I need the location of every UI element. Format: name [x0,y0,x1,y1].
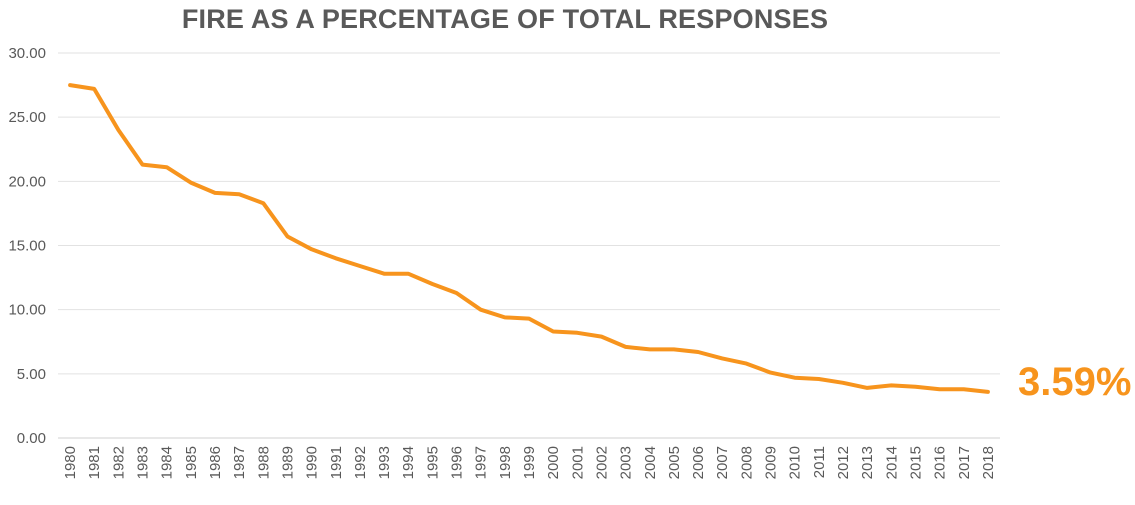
y-tick-label: 30.00 [8,45,46,62]
x-tick-label: 2012 [835,446,852,479]
x-tick-label: 1983 [135,446,152,479]
x-tick-label: 1982 [110,446,127,479]
x-tick-label: 2015 [907,446,924,479]
x-tick-label: 2004 [642,446,659,479]
y-tick-label: 15.00 [8,238,46,255]
x-tick-label: 2011 [811,446,828,478]
x-tick-label: 1992 [352,446,369,479]
x-tick-label: 2007 [714,446,731,479]
last-value-callout: 3.59% [1018,360,1132,404]
chart-title: FIRE AS A PERCENTAGE OF TOTAL RESPONSES [181,4,829,34]
y-tick-label: 25.00 [8,109,46,126]
x-tick-label: 1999 [521,446,538,479]
y-tick-label: 10.00 [8,302,46,319]
x-tick-label: 2002 [593,446,610,479]
x-tick-label: 2018 [980,446,997,479]
x-tick-label: 2016 [932,446,949,479]
x-tick-label: 1993 [376,446,393,479]
x-tick-label: 2000 [545,446,562,479]
x-tick-label: 2005 [666,446,683,479]
x-tick-label: 1986 [207,446,224,479]
x-tick-label: 1990 [304,446,321,479]
x-tick-label: 2006 [690,446,707,479]
y-axis-ticks: 0.00 5.00 10.00 15.00 20.00 25.00 30.00 [8,45,46,447]
y-tick-label: 5.00 [17,366,46,383]
x-tick-label: 1995 [424,446,441,479]
x-tick-label: 1980 [62,446,79,479]
x-tick-label: 1996 [449,446,466,479]
x-tick-label: 1998 [497,446,514,479]
x-tick-label: 1997 [473,446,490,479]
x-tick-label: 1988 [255,446,272,479]
x-axis-ticks: 1980 1981 1982 1983 1984 1985 1986 1987 1988 1989… [62,446,997,479]
x-tick-label: 1981 [86,446,103,479]
x-tick-label: 2001 [569,446,586,479]
x-tick-label: 2008 [738,446,755,479]
x-tick-label: 1985 [183,446,200,479]
x-tick-label: 2014 [883,446,900,479]
y-tick-label: 20.00 [8,173,46,190]
gridlines [58,52,1000,439]
x-tick-label: 1989 [279,446,296,479]
x-tick-label: 1994 [400,446,417,479]
x-tick-label: 2009 [763,446,780,479]
y-tick-label: 0.00 [17,430,46,447]
x-tick-label: 2010 [787,446,804,479]
x-tick-label: 1984 [159,446,176,479]
x-tick-label: 2013 [859,446,876,479]
x-tick-label: 2003 [618,446,635,479]
series-line [68,83,990,394]
x-tick-label: 2017 [956,446,973,479]
x-tick-label: 1991 [328,446,345,479]
x-tick-label: 1987 [231,446,248,479]
